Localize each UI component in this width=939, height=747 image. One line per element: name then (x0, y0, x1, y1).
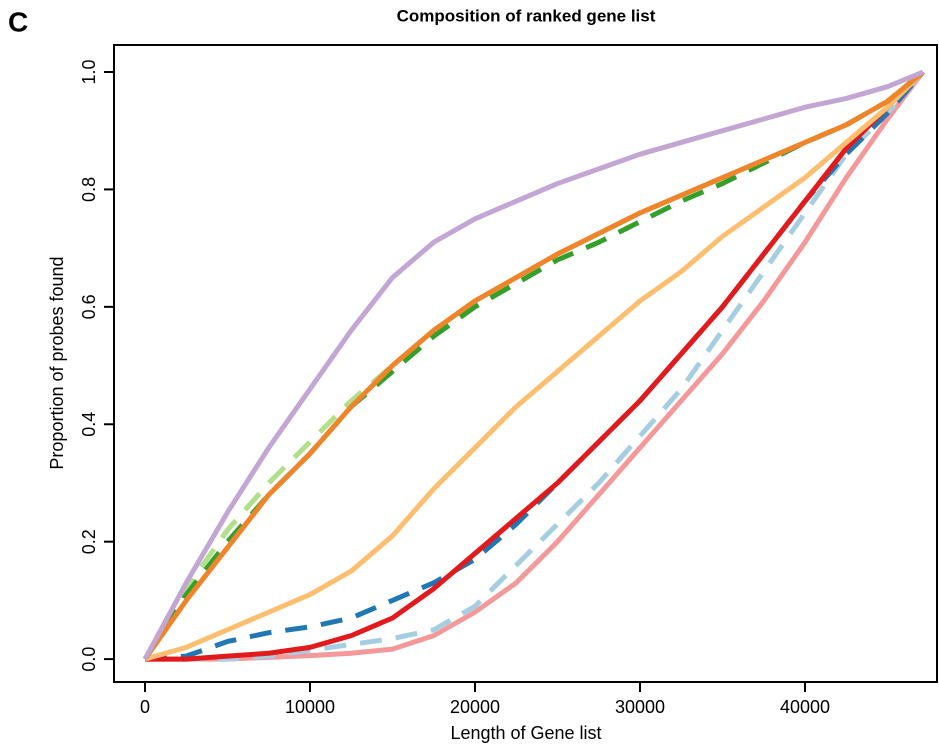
x-tick-label: 20000 (450, 697, 500, 717)
series-line (145, 70, 925, 662)
series-line (142, 69, 924, 661)
series-line (144, 70, 925, 662)
y-tick-label: 0.0 (79, 647, 99, 672)
series-line (145, 70, 925, 662)
y-tick-label: 1.0 (79, 59, 99, 84)
y-tick-label: 0.2 (79, 529, 99, 554)
series-line (145, 70, 925, 662)
y-tick-label: 0.8 (79, 177, 99, 202)
plot-frame (113, 44, 938, 683)
x-tick-label: 10000 (285, 697, 335, 717)
y-axis-label: Proportion of probes found (47, 256, 67, 469)
y-tick-label: 0.6 (79, 294, 99, 319)
y-tick-label: 0.4 (79, 412, 99, 437)
chart-title: Composition of ranked gene list (397, 6, 656, 25)
series-line (142, 70, 925, 661)
series-line (144, 70, 925, 662)
x-tick-label: 30000 (615, 697, 665, 717)
series-line (142, 70, 925, 661)
x-tick-label: 0 (140, 697, 150, 717)
panel-label: C (8, 6, 28, 37)
series-line (142, 70, 925, 661)
x-tick-label: 40000 (780, 697, 830, 717)
x-axis-label: Length of Gene list (450, 723, 601, 743)
